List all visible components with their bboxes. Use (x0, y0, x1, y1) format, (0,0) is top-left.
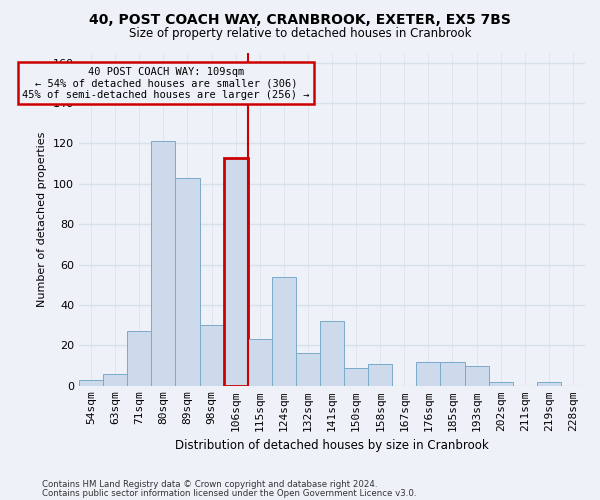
Bar (248, 340, 272, 386)
Text: Contains public sector information licensed under the Open Government Licence v3: Contains public sector information licen… (42, 488, 416, 498)
Bar (151, 142, 175, 386)
Text: Contains HM Land Registry data © Crown copyright and database right 2024.: Contains HM Land Registry data © Crown c… (42, 480, 377, 489)
Bar (127, 332, 151, 386)
Bar (488, 382, 513, 386)
X-axis label: Distribution of detached houses by size in Cranbrook: Distribution of detached houses by size … (175, 440, 489, 452)
Bar (440, 362, 464, 386)
Text: 40, POST COACH WAY, CRANBROOK, EXETER, EX5 7BS: 40, POST COACH WAY, CRANBROOK, EXETER, E… (89, 12, 511, 26)
Bar (344, 368, 368, 386)
Bar (200, 325, 224, 386)
Bar (224, 158, 248, 386)
Bar (296, 354, 320, 386)
Bar (272, 276, 296, 386)
Bar (320, 321, 344, 386)
Text: 40 POST COACH WAY: 109sqm
← 54% of detached houses are smaller (306)
45% of semi: 40 POST COACH WAY: 109sqm ← 54% of detac… (22, 66, 310, 100)
Bar (464, 366, 488, 386)
Text: Size of property relative to detached houses in Cranbrook: Size of property relative to detached ho… (129, 28, 471, 40)
Y-axis label: Number of detached properties: Number of detached properties (37, 132, 47, 307)
Bar (175, 178, 200, 386)
Bar (368, 364, 392, 386)
Bar (103, 374, 127, 386)
Bar (416, 362, 440, 386)
Bar (537, 382, 561, 386)
Bar (79, 380, 103, 386)
